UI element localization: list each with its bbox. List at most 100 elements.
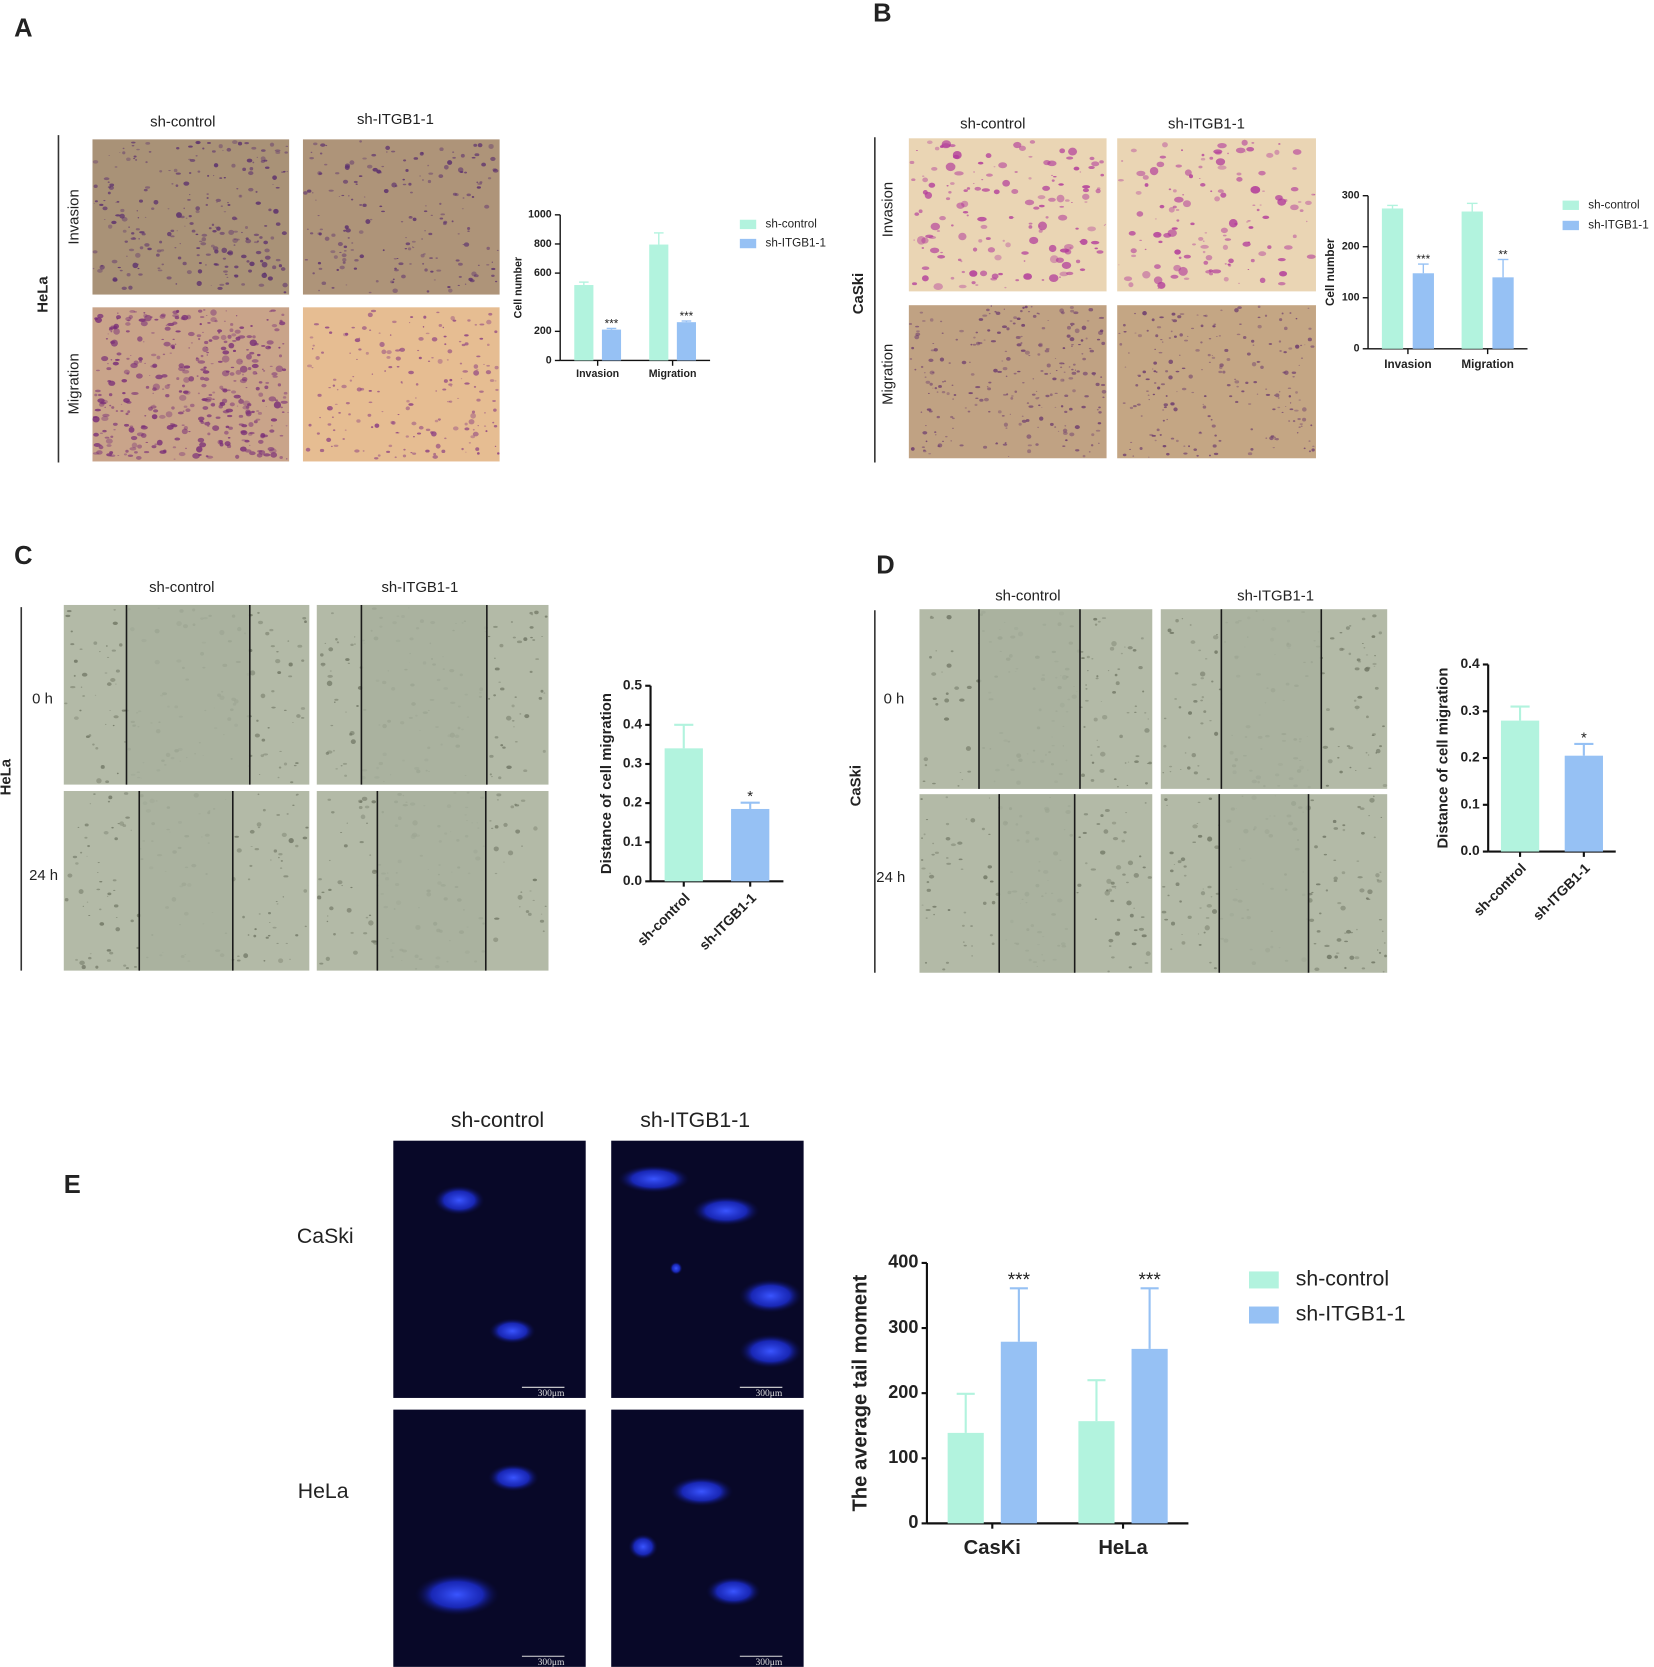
cell xyxy=(495,388,499,391)
cell xyxy=(1145,378,1150,381)
cell xyxy=(1072,389,1076,393)
cell xyxy=(1267,245,1272,250)
cell xyxy=(944,435,948,438)
cell xyxy=(969,270,978,277)
panel-letter: D xyxy=(876,551,894,579)
cell xyxy=(1361,967,1366,970)
cell xyxy=(983,397,989,402)
cell xyxy=(248,187,254,192)
cell xyxy=(247,367,252,371)
cell xyxy=(959,444,964,447)
cell xyxy=(269,310,272,313)
cell xyxy=(277,671,282,675)
cell xyxy=(1222,244,1229,250)
column-label: sh-control xyxy=(149,580,214,596)
cell xyxy=(167,208,170,210)
cell xyxy=(399,347,406,352)
cell xyxy=(926,888,931,892)
cell xyxy=(282,896,285,898)
cell xyxy=(258,913,261,915)
cell xyxy=(988,833,991,836)
cell xyxy=(131,391,139,395)
cell xyxy=(241,254,247,259)
cell xyxy=(1154,218,1157,220)
cell xyxy=(1125,812,1128,814)
cell xyxy=(1236,172,1242,176)
cell xyxy=(279,867,283,869)
cell xyxy=(276,814,281,816)
cell xyxy=(84,836,88,839)
cell xyxy=(464,451,467,453)
cell xyxy=(391,182,397,188)
cell xyxy=(334,701,336,703)
cell xyxy=(925,380,931,384)
cell xyxy=(1234,380,1240,384)
cell xyxy=(1050,174,1054,176)
cell xyxy=(233,394,241,399)
cell xyxy=(183,405,188,408)
cell xyxy=(388,365,393,369)
cell xyxy=(1373,795,1375,798)
cell xyxy=(1278,282,1286,286)
cell xyxy=(1079,171,1082,173)
cell xyxy=(330,445,333,448)
cell xyxy=(145,142,151,145)
cell xyxy=(1011,395,1014,397)
cell xyxy=(1212,635,1219,640)
cell xyxy=(1178,256,1182,259)
cell xyxy=(249,451,256,456)
cell xyxy=(359,140,362,143)
cell xyxy=(1018,422,1022,426)
cell xyxy=(1366,715,1369,719)
cell xyxy=(1168,375,1173,380)
cell xyxy=(181,424,185,426)
cell xyxy=(174,316,180,320)
cell xyxy=(230,390,237,394)
cell xyxy=(986,386,989,388)
cell xyxy=(922,780,926,783)
cell xyxy=(1065,439,1068,442)
cell xyxy=(474,323,478,326)
panel-letter: A xyxy=(14,15,32,43)
cell xyxy=(1307,307,1310,309)
cell xyxy=(493,408,497,412)
cell xyxy=(932,782,936,785)
cell xyxy=(144,362,146,364)
cell xyxy=(108,795,113,800)
cell xyxy=(1117,179,1124,182)
cell xyxy=(1279,318,1283,322)
cell xyxy=(1363,646,1366,649)
cell xyxy=(1300,344,1303,347)
cell xyxy=(136,148,140,151)
cell xyxy=(394,456,397,459)
cell xyxy=(1202,888,1204,890)
cell xyxy=(265,936,269,939)
cell xyxy=(1147,876,1152,879)
cell xyxy=(1006,327,1010,331)
cell xyxy=(912,282,918,286)
cell xyxy=(963,189,968,192)
cell xyxy=(1090,754,1093,756)
cell xyxy=(1021,419,1027,423)
cell xyxy=(1037,397,1040,399)
cell xyxy=(1174,672,1179,675)
wound-gap xyxy=(377,790,486,971)
cell xyxy=(1174,196,1184,203)
cell xyxy=(977,216,987,222)
cell xyxy=(542,930,545,933)
cell xyxy=(924,961,928,964)
cell xyxy=(1344,940,1348,943)
cell xyxy=(1214,845,1220,849)
cell xyxy=(187,331,195,337)
y-tick-label: 800 xyxy=(534,238,552,250)
cell xyxy=(1028,155,1033,158)
cell xyxy=(494,330,498,334)
cell xyxy=(99,880,103,883)
cell xyxy=(1047,160,1057,167)
cell xyxy=(946,862,952,865)
cell xyxy=(176,146,180,150)
cell xyxy=(1258,170,1266,176)
cell xyxy=(929,318,934,322)
cell xyxy=(249,339,258,347)
cell xyxy=(418,356,422,360)
